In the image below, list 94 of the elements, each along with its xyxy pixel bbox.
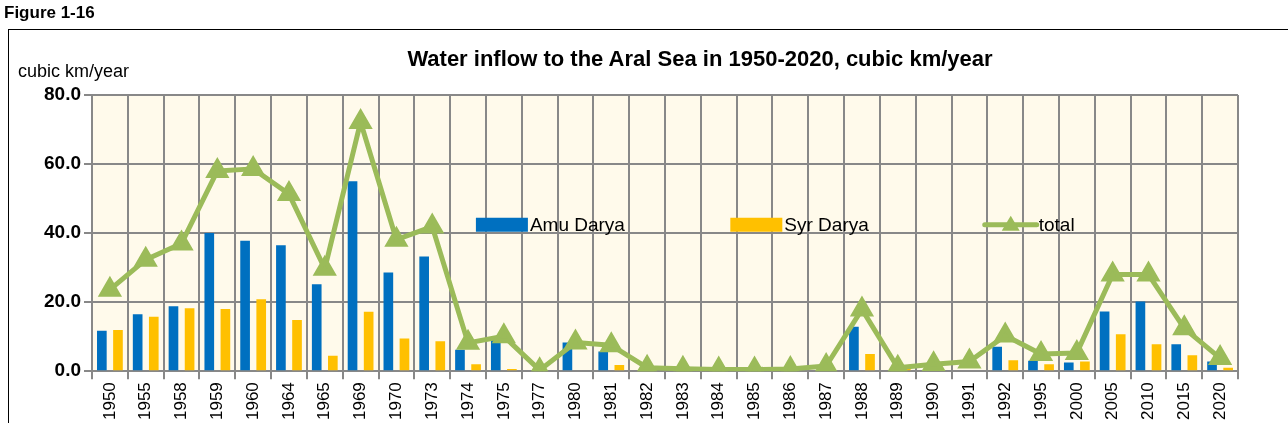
bar (614, 364, 625, 371)
bar (419, 256, 429, 371)
x-tick-label: 1991 (959, 382, 979, 421)
y-tick-label: 40.0 (44, 221, 81, 243)
x-tick-label: 1981 (600, 382, 620, 421)
x-tick-label: 1975 (493, 382, 513, 421)
bar (256, 299, 267, 371)
x-tick-label: 1984 (708, 382, 728, 421)
bar (598, 351, 609, 371)
y-axis-title: cubic km/year (18, 60, 130, 81)
bar (168, 306, 179, 371)
point (815, 354, 837, 372)
y-tick-label: 80.0 (44, 83, 81, 105)
bar (240, 240, 250, 371)
x-tick-label: 1973 (421, 382, 441, 421)
bar (1080, 361, 1090, 371)
bar (97, 330, 107, 371)
x-tick-label: 2000 (1066, 382, 1086, 421)
x-tick-label: 1982 (636, 382, 656, 421)
x-tick-label: 1989 (887, 382, 907, 421)
bar (399, 338, 410, 371)
x-tick-label: 1959 (207, 382, 227, 421)
bar (1187, 355, 1198, 371)
bar (347, 181, 358, 371)
x-tick-label: 1980 (565, 382, 585, 421)
y-tick-label: 60.0 (44, 152, 81, 174)
bar (1171, 344, 1182, 371)
chart-title: Water inflow to the Aral Sea in 1950-2020, cubic km/year (407, 46, 994, 72)
bar (1151, 344, 1162, 371)
bar (435, 341, 446, 371)
x-tick-label: 1958 (171, 382, 191, 421)
x-tick-label: 1986 (780, 382, 800, 421)
bar (849, 326, 859, 371)
x-tick-label: 2015 (1173, 382, 1193, 421)
x-tick-label: 1974 (457, 382, 477, 421)
bar (1044, 364, 1054, 371)
point (491, 322, 516, 344)
point (277, 180, 301, 202)
bar (113, 330, 123, 371)
x-tick-label: 1965 (314, 382, 334, 421)
bar (1008, 360, 1019, 371)
x-tick-label: 1988 (851, 382, 871, 421)
bar (383, 272, 394, 371)
x-tick-label: 1987 (815, 382, 835, 421)
y-tick-label: 20.0 (44, 290, 81, 312)
x-tick-label: 1964 (278, 382, 298, 421)
bar (328, 355, 338, 371)
bar (1063, 362, 1074, 371)
point (242, 157, 264, 176)
bar (220, 309, 231, 371)
bar (204, 233, 215, 371)
bar (363, 311, 374, 371)
x-tick-label: 1977 (529, 382, 549, 421)
bar (1099, 311, 1110, 371)
bar (276, 245, 286, 371)
bar (1028, 360, 1038, 371)
bar (132, 314, 143, 371)
point (850, 295, 874, 317)
point (1208, 344, 1232, 366)
point (1064, 339, 1089, 360)
caption: Figure 1-16 (4, 2, 95, 22)
x-tick-label: 1992 (994, 382, 1014, 421)
bar (992, 346, 1002, 371)
bar (865, 353, 875, 371)
x-tick-label: 2020 (1209, 382, 1229, 421)
x-tick-label: 1960 (242, 382, 262, 421)
x-tick-label: 1950 (99, 382, 119, 421)
x-tick-label: 1983 (672, 382, 692, 421)
bar (1115, 334, 1126, 371)
point (1030, 342, 1052, 361)
legend-label: total (1038, 214, 1075, 236)
point (1172, 314, 1197, 336)
x-tick-label: 1970 (386, 382, 406, 421)
x-tick-label: 1995 (1030, 382, 1050, 421)
x-tick-label: 2005 (1102, 382, 1122, 421)
bar (184, 308, 195, 371)
bar (1135, 301, 1146, 371)
point (457, 331, 479, 350)
x-tick-label: 1955 (135, 382, 155, 421)
x-tick-label: 1990 (923, 382, 943, 421)
point (599, 331, 622, 353)
legend-label: Syr Darya (784, 214, 870, 236)
bar (148, 316, 159, 371)
y-tick-label: 0.0 (54, 359, 81, 381)
bar (471, 364, 481, 371)
x-tick-label: 1969 (350, 382, 370, 421)
bar (292, 320, 302, 371)
point (921, 350, 946, 372)
bar (311, 284, 322, 371)
x-tick-label: 1985 (744, 382, 764, 421)
point (171, 229, 194, 251)
x-tick-label: 2010 (1138, 382, 1158, 421)
bar (455, 349, 465, 371)
legend-label: Amu Darya (529, 214, 626, 236)
